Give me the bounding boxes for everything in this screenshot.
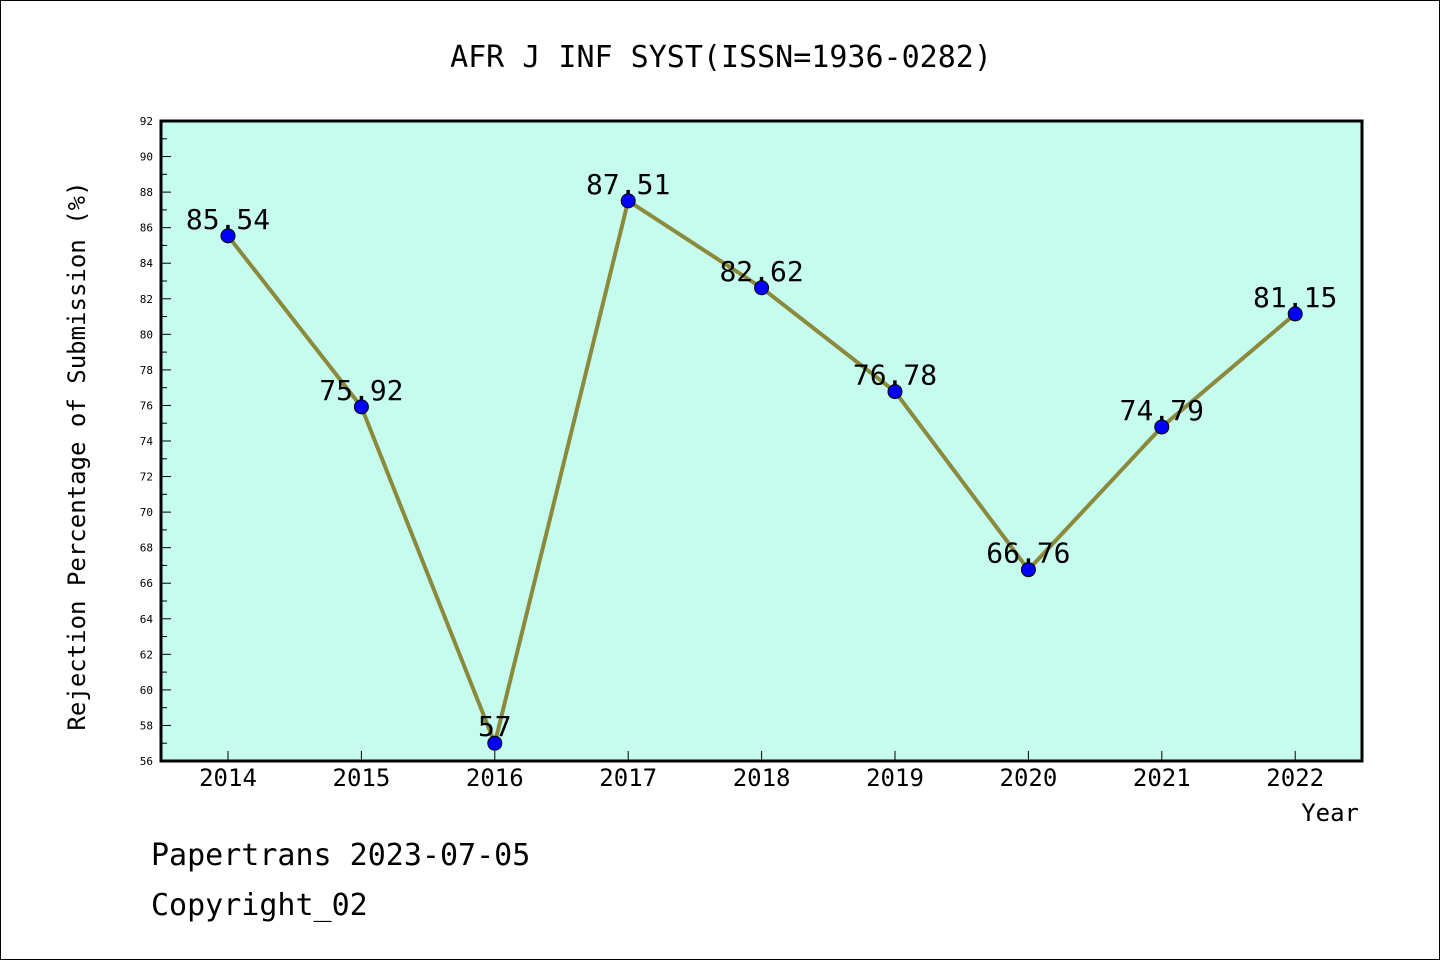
- y-tick-label: 84: [140, 257, 154, 270]
- x-tick-label: 2020: [1000, 764, 1058, 792]
- data-label: 76.78: [853, 359, 937, 392]
- data-label: 66.76: [986, 537, 1070, 570]
- x-axis-label: Year: [1301, 799, 1359, 827]
- y-tick-label: 90: [140, 151, 153, 164]
- chart-title: AFR J INF SYST(ISSN=1936-0282): [450, 40, 992, 75]
- footer-date: Papertrans 2023-07-05: [151, 838, 530, 873]
- y-tick-label: 58: [140, 719, 153, 732]
- data-point: [1020, 562, 1036, 578]
- series: [220, 193, 1303, 751]
- data-label: 82.62: [719, 255, 803, 288]
- x-tick-label: 2016: [466, 764, 524, 792]
- data-point: [1154, 419, 1170, 435]
- data-label: 57: [478, 710, 512, 743]
- y-tick-label: 80: [140, 328, 153, 341]
- x-axis: 2014 2015 2016 2017 2018 2019 2020 2021 2022: [199, 751, 1324, 792]
- y-tick-label: 88: [140, 186, 153, 199]
- data-point: [1287, 306, 1303, 322]
- y-axis-label: Rejection Percentage of Submission (%): [63, 181, 91, 730]
- x-tick-label: 2015: [333, 764, 391, 792]
- data-label: 87.51: [586, 168, 670, 201]
- x-tick-label: 2014: [199, 764, 257, 792]
- data-label: 74.79: [1120, 394, 1204, 427]
- y-tick-label: 60: [140, 684, 153, 697]
- y-tick-label: 74: [140, 435, 154, 448]
- y-tick-label: 56: [140, 755, 153, 768]
- footer-copyright: Copyright_02: [151, 888, 368, 923]
- y-tick-label: 64: [140, 613, 154, 626]
- x-tick-label: 2017: [599, 764, 657, 792]
- data-point: [620, 193, 636, 209]
- y-tick-label: 72: [140, 471, 153, 484]
- y-tick-label: 70: [140, 506, 153, 519]
- y-tick-label: 82: [140, 293, 153, 306]
- y-tick-label: 92: [140, 115, 153, 128]
- data-point: [754, 280, 770, 296]
- data-point: [487, 735, 503, 751]
- data-label: 75.92: [319, 374, 403, 407]
- y-tick-label: 66: [140, 577, 153, 590]
- y-axis: 56 58 60 62 64 66 68 70 72 74 76 78 80 82 84 86 88 90 92: [140, 115, 171, 768]
- y-tick-label: 86: [140, 222, 153, 235]
- y-tick-label: 76: [140, 399, 153, 412]
- plot-area: [159, 119, 1364, 763]
- x-tick-label: 2022: [1266, 764, 1324, 792]
- x-tick-label: 2018: [733, 764, 791, 792]
- y-tick-label: 62: [140, 648, 153, 661]
- data-point: [353, 399, 369, 415]
- x-tick-label: 2021: [1133, 764, 1191, 792]
- data-point: [220, 228, 236, 244]
- data-label: 85.54: [186, 203, 270, 236]
- data-label: 81.15: [1253, 281, 1337, 314]
- data-labels: 85.54 75.92 57 87.51 82.62 76.78 66.76 74.79 81.…: [186, 168, 1337, 743]
- data-point: [887, 384, 903, 400]
- y-tick-label: 78: [140, 364, 153, 377]
- y-tick-label: 68: [140, 542, 153, 555]
- x-tick-label: 2019: [866, 764, 924, 792]
